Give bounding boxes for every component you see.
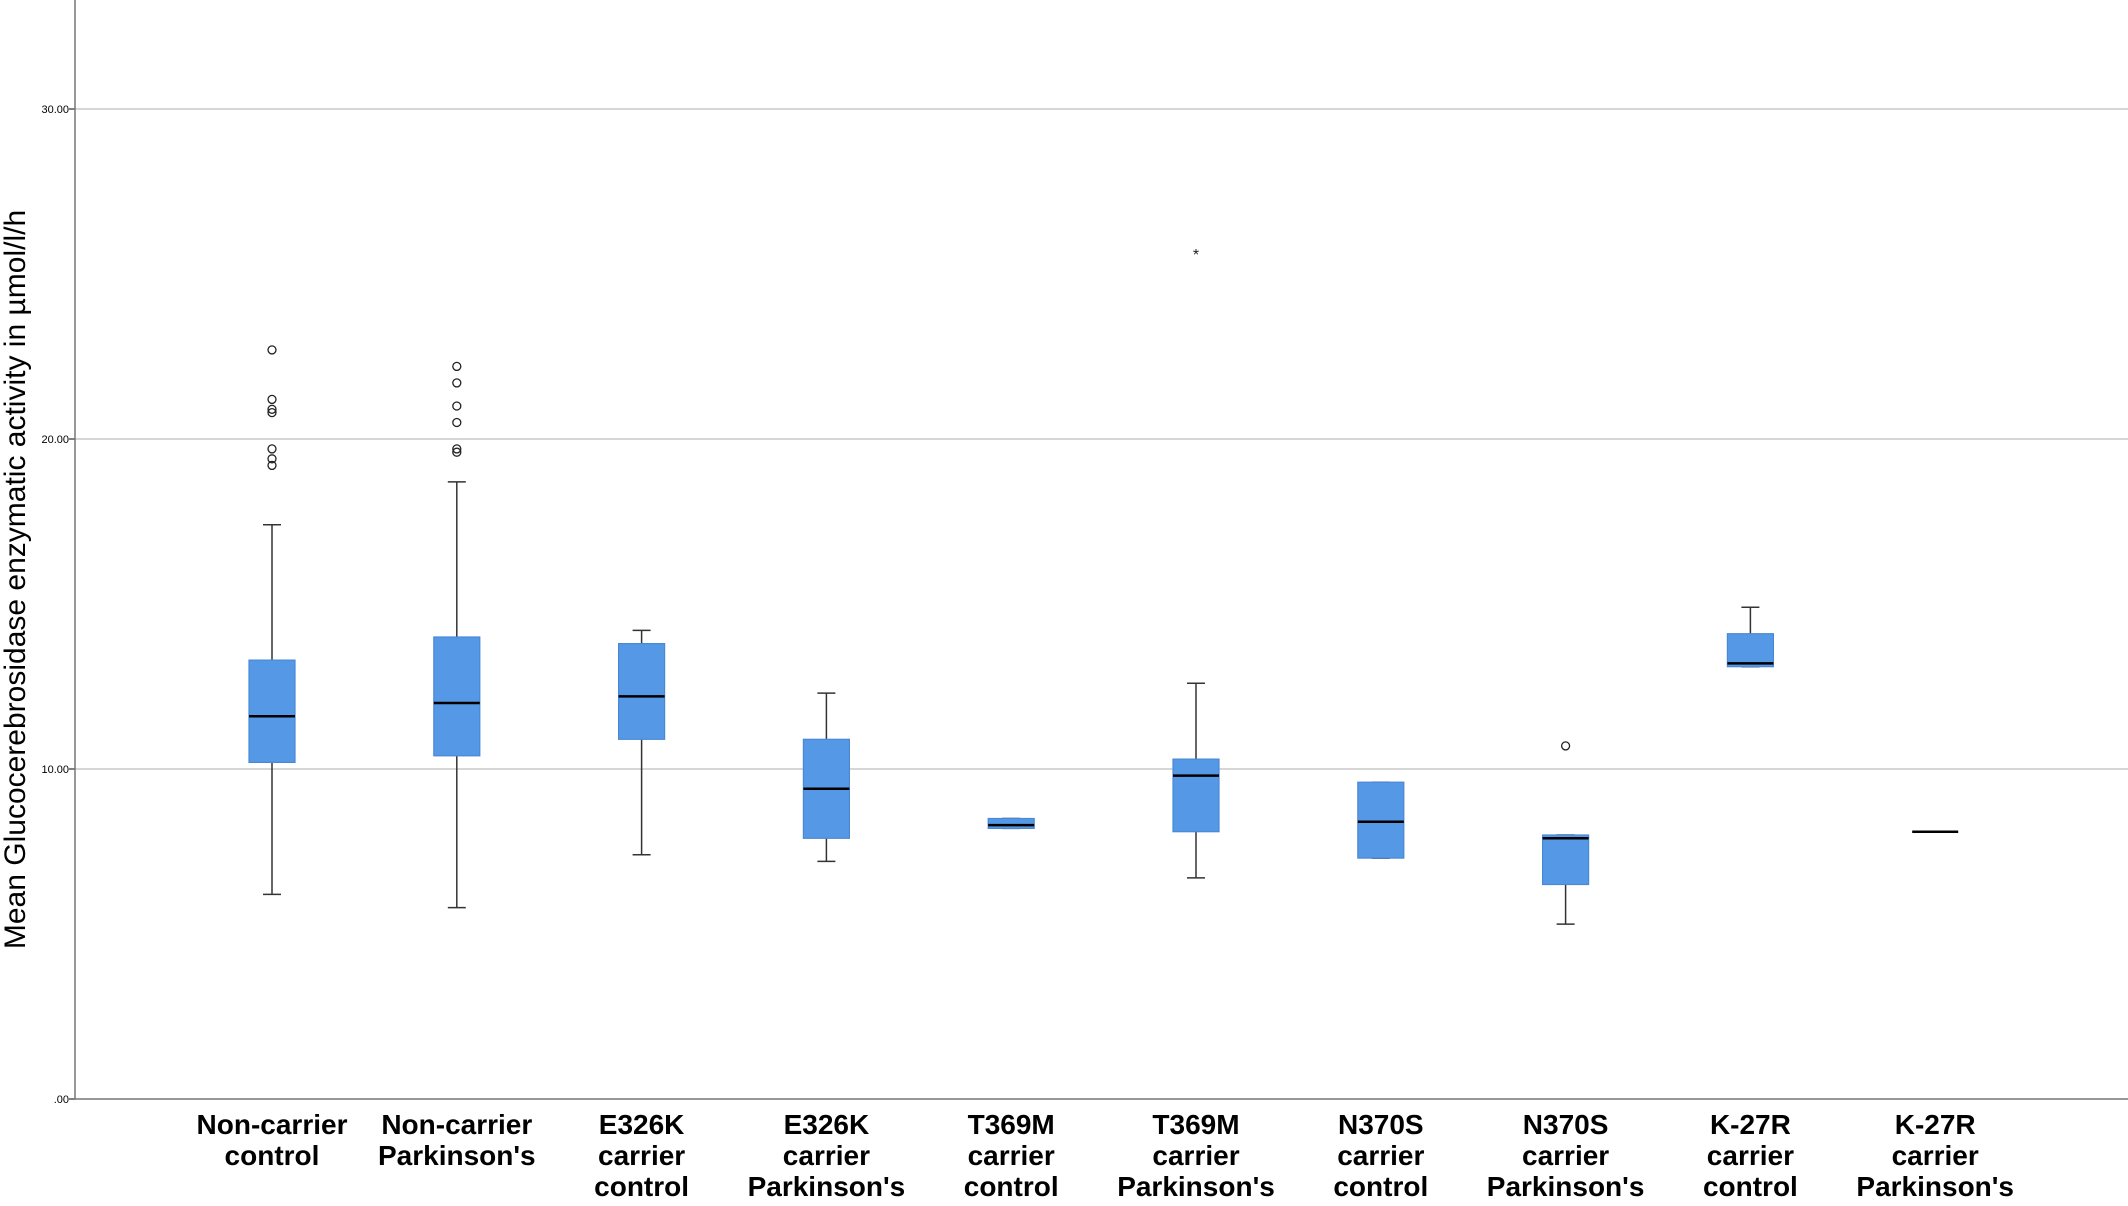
outlier-point	[267, 345, 277, 355]
category-label: Parkinson's	[1117, 1171, 1275, 1201]
box-iqr	[433, 636, 481, 757]
outlier-point	[452, 447, 462, 457]
outlier-point	[452, 417, 462, 428]
category-label: Parkinson's	[1856, 1171, 2014, 1201]
boxes: *	[248, 247, 1959, 925]
y-tick-label: 30.00	[41, 104, 69, 116]
category-label: E326K	[599, 1109, 685, 1140]
outlier-point	[452, 401, 462, 411]
gridlines	[75, 108, 2128, 770]
category-label: carrier	[783, 1140, 870, 1171]
outlier-point	[267, 404, 277, 414]
category-label: carrier	[598, 1140, 685, 1171]
box-group	[248, 345, 296, 896]
category-label: control	[964, 1171, 1059, 1201]
box-group	[802, 692, 851, 863]
box-group	[1726, 606, 1775, 668]
box-iqr	[1172, 758, 1220, 833]
box-group	[617, 629, 666, 856]
outlier-point	[267, 444, 277, 454]
y-tick-label: 10.00	[41, 764, 69, 776]
category-label: carrier	[968, 1140, 1055, 1171]
box-iqr	[1541, 834, 1590, 886]
box-group	[433, 361, 481, 909]
box-group	[1541, 741, 1590, 925]
box-iqr	[617, 642, 666, 740]
category-label: T369M	[1152, 1109, 1239, 1140]
box-group	[1357, 781, 1405, 859]
category-label: Parkinson's	[378, 1140, 536, 1171]
outlier-point	[267, 454, 277, 464]
category-label: E326K	[784, 1109, 870, 1140]
category-label: control	[1703, 1171, 1798, 1201]
category-label: N370S	[1523, 1109, 1609, 1140]
category-label: Non-carrier	[197, 1109, 348, 1140]
category-label: control	[225, 1140, 320, 1171]
category-label: T369M	[968, 1109, 1055, 1140]
axes: .00 10.00 20.00 30.00	[41, 0, 2128, 1106]
category-label: control	[594, 1171, 689, 1201]
box-group	[987, 817, 1035, 830]
category-labels: Non-carriercontrolNon-carrierParkinson's…	[197, 1109, 2014, 1202]
category-label: carrier	[1337, 1140, 1424, 1171]
outlier-point	[452, 378, 462, 388]
outlier-point	[1560, 741, 1571, 751]
category-label: carrier	[1892, 1140, 1979, 1171]
category-label: K-27R	[1710, 1109, 1791, 1140]
box-iqr	[1357, 781, 1405, 859]
outlier-point	[267, 394, 277, 405]
box-iqr	[248, 659, 296, 763]
y-axis-label: Mean Glucocerebrosidase enzymatic activi…	[0, 210, 32, 949]
y-tick-label: .00	[54, 1094, 69, 1106]
category-label: Parkinson's	[1487, 1171, 1645, 1201]
category-label: Parkinson's	[748, 1171, 906, 1201]
category-label: Non-carrier	[381, 1109, 532, 1140]
outlier-point	[452, 361, 462, 372]
box-iqr	[1726, 633, 1775, 668]
category-label: N370S	[1338, 1109, 1424, 1140]
y-tick-label: 20.00	[41, 434, 69, 446]
category-label: carrier	[1707, 1140, 1794, 1171]
box-iqr	[987, 817, 1035, 829]
category-label: carrier	[1522, 1140, 1609, 1171]
category-label: carrier	[1152, 1140, 1239, 1171]
outlier-point	[267, 407, 277, 418]
category-label: K-27R	[1895, 1109, 1976, 1140]
box-group: *	[1172, 247, 1220, 879]
outlier-point	[267, 460, 277, 471]
extreme-point: *	[1193, 247, 1199, 264]
outlier-point	[452, 444, 462, 454]
category-label: control	[1333, 1171, 1428, 1201]
